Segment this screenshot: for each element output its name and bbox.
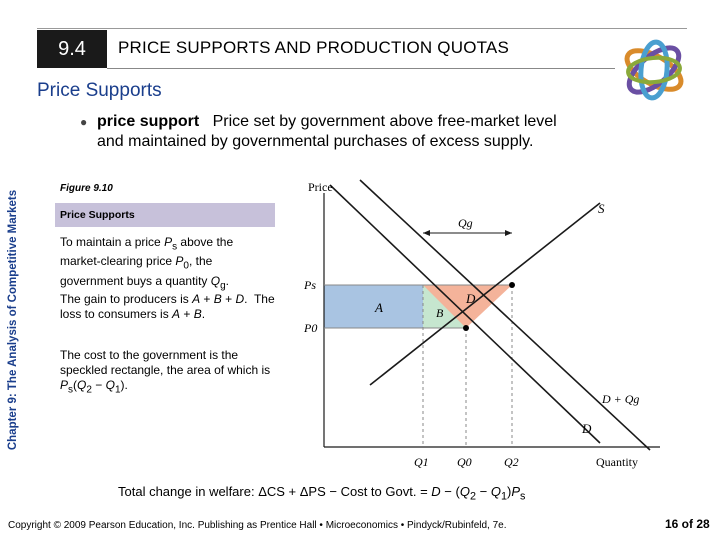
support-point xyxy=(509,282,515,288)
caption-government-cost: The cost to the government is the speckl… xyxy=(60,348,271,396)
q1-label: Q1 xyxy=(414,455,429,469)
header-underline xyxy=(107,68,615,69)
ps-label: Ps xyxy=(303,278,316,292)
defined-term: price support xyxy=(97,113,200,130)
y-axis-label: Price xyxy=(308,180,333,194)
figure-label: Figure 9.10 xyxy=(60,183,113,194)
caption-gains-losses: The gain to producers is A + B + D. The … xyxy=(60,292,275,321)
slide-subtitle: Price Supports xyxy=(37,80,162,101)
price-support-graph: Price Quantity S D D + Qg Ps P0 Q1 Q0 Q2… xyxy=(303,179,660,469)
bullet-icon: ● xyxy=(80,115,88,129)
definition-bullet: ● price support Price set by government … xyxy=(80,112,560,152)
chapter-side-label: Chapter 9: The Analysis of Competitive M… xyxy=(0,0,26,540)
area-a xyxy=(324,285,423,328)
slide-header: 9.4 PRICE SUPPORTS AND PRODUCTION QUOTAS xyxy=(0,0,720,78)
supply-label: S xyxy=(598,201,605,216)
header-rule xyxy=(37,28,687,29)
area-d-label: D xyxy=(465,291,476,306)
figure-title-bar: Price Supports xyxy=(55,203,275,227)
page-number: 16 of 28 xyxy=(665,517,710,531)
caption-government-purchase: To maintain a price Ps above the market-… xyxy=(60,235,234,292)
x-axis-label: Quantity xyxy=(596,455,638,469)
q2-label: Q2 xyxy=(504,455,519,469)
qg-arrow-right-head xyxy=(505,230,512,236)
shifted-demand-curve xyxy=(359,179,651,451)
qg-arrow-left-head xyxy=(423,230,430,236)
term-definition: Price set by government above free-marke… xyxy=(97,113,557,150)
area-a-label: A xyxy=(374,300,383,315)
equilibrium-point xyxy=(463,325,469,331)
welfare-formula: Total change in welfare: ΔCS + ΔPS − Cos… xyxy=(118,484,526,503)
rings-logo-icon xyxy=(624,39,684,101)
qg-label: Qg xyxy=(458,216,473,230)
demand-label: D xyxy=(581,421,592,436)
section-number-badge: 9.4 xyxy=(37,30,107,68)
chapter-label-text: Chapter 9: The Analysis of Competitive M… xyxy=(7,189,19,451)
area-b-label: B xyxy=(436,306,444,320)
q0-label: Q0 xyxy=(457,455,472,469)
shifted-demand-label: D + Qg xyxy=(601,392,639,406)
demand-curve xyxy=(329,184,601,444)
supply-curve xyxy=(369,202,601,386)
slide-title: PRICE SUPPORTS AND PRODUCTION QUOTAS xyxy=(118,38,510,57)
copyright-footer: Copyright © 2009 Pearson Education, Inc.… xyxy=(8,520,507,531)
p0-label: P0 xyxy=(303,321,317,335)
figure-title: Price Supports xyxy=(60,209,135,221)
